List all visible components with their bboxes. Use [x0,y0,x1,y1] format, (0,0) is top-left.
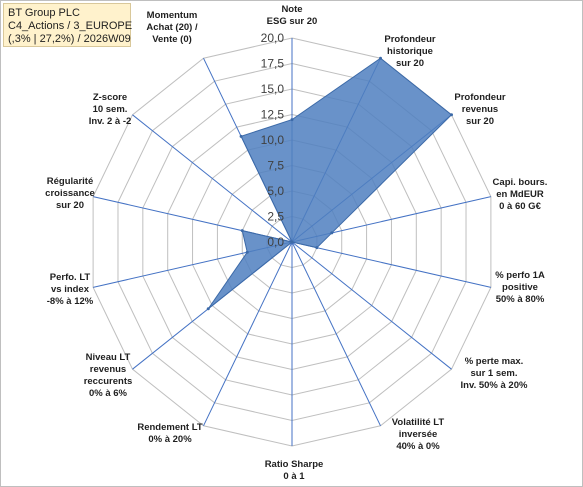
axis-label: Rendement LT [137,422,202,433]
axis-label: revenus [462,104,498,115]
axis-label: Capi. bours. [493,177,548,188]
axis-label: % perte max. [465,356,524,367]
axis-label: Profondeur [384,34,435,45]
axis-label: vs index [51,284,90,295]
axis-label: ESG sur 20 [267,16,318,27]
data-series-area [207,57,453,310]
axis-label: Inv. 50% à 20% [461,380,528,391]
tick-label: 2,5 [267,210,284,224]
period-label: (,3% | 27,2%) / 2026W09 [8,33,131,45]
data-point [379,56,383,60]
axis-spoke [291,241,452,370]
axis-label: -8% à 12% [47,296,94,307]
axis-spoke [291,241,381,427]
axis-label: sur 20 [56,200,84,211]
axis-label: sur 20 [466,116,494,127]
axis-label: Z-score [93,92,127,103]
axis-label: Perfo. LT [50,272,91,283]
data-point [290,118,294,122]
axis-label: Régularité [47,176,93,187]
axis-label: en MdEUR [496,189,544,200]
axis-label: Note [281,4,302,15]
axis-label: Ratio Sharpe [265,459,324,470]
axis-spoke [132,114,293,243]
data-point [206,307,210,311]
axis-label: Achat (20) / [146,22,198,33]
tick-label: 10,0 [261,133,285,147]
chart-title-box: BT Group PLC C4_Actions / 3_EUROPE (,3% … [3,3,133,47]
axis-label: 40% à 0% [396,441,440,452]
axis-label: % perfo 1A [495,270,545,281]
tick-label: 0,0 [267,235,284,249]
data-point [290,240,294,244]
axis-label: sur 1 sem. [471,368,518,379]
axis-spoke [203,241,293,427]
company-name: BT Group PLC [8,7,80,19]
axis-spoke [291,241,491,288]
axis-label: historique [387,46,433,57]
data-point [315,246,319,250]
tick-label: 7,5 [267,159,284,173]
axis-label: reccurents [84,376,133,387]
axis-label: inversée [399,429,438,440]
axis-label: Vente (0) [152,34,192,45]
axis-label: positive [502,282,538,293]
axis-label: Niveau LT [86,352,131,363]
axis-label: 10 sem. [93,104,128,115]
axis-label: Momentum [147,10,198,21]
axis-label: 0% à 20% [148,434,192,445]
tick-label: 5,0 [267,184,284,198]
axis-label: Inv. 2 à -2 [89,116,132,127]
data-point [449,113,453,117]
axis-label: 0% à 6% [89,388,128,399]
axis-label: sur 20 [396,58,424,69]
axis-label: Volatilité LT [392,417,445,428]
data-point [239,134,243,138]
data-point [330,231,334,235]
data-point [240,229,244,233]
axis-label: 0 à 60 G€ [499,201,541,212]
axis-label: 50% à 80% [496,294,545,305]
tick-label: 17,5 [261,57,285,71]
axis-label: croissance [45,188,95,199]
tick-label: 20,0 [261,31,285,45]
category-label: C4_Actions / 3_EUROPE [8,20,133,32]
axis-label: revenus [90,364,126,375]
axis-label: 0 à 1 [283,471,305,482]
tick-label: 12,5 [261,108,285,122]
axis-label: Profondeur [454,92,505,103]
tick-label: 15,0 [261,82,285,96]
data-point [245,250,249,254]
